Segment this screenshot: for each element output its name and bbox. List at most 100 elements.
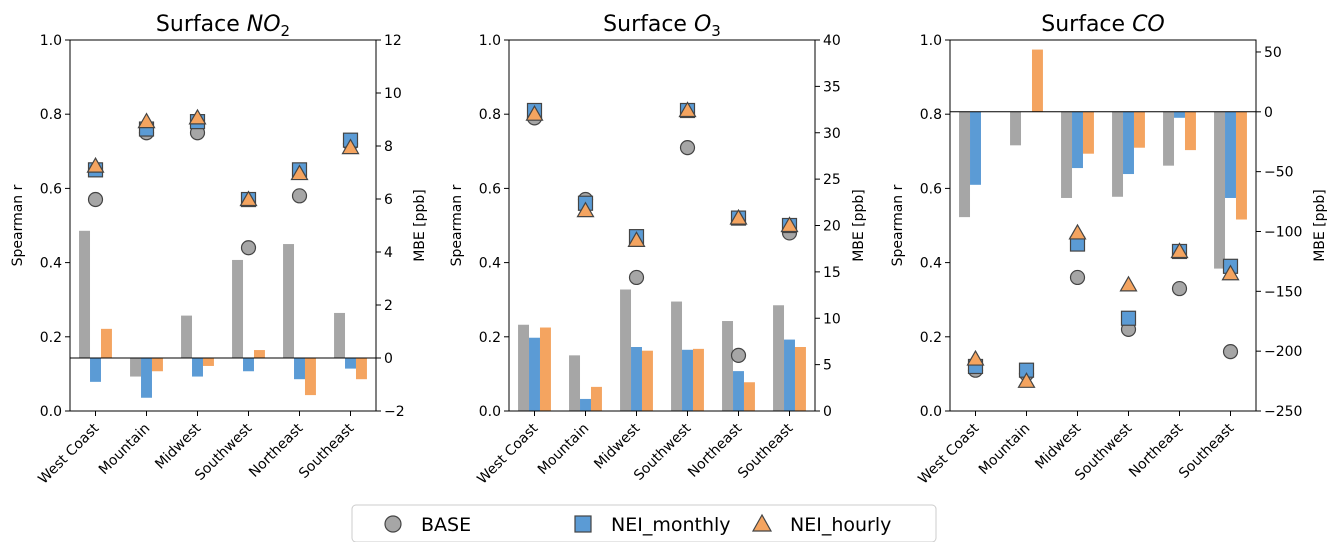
legend: BASE NEI_monthly NEI_hourly [351, 504, 937, 542]
bar-NEI_monthly-0 [529, 337, 540, 411]
bar-NEI_hourly-5 [794, 347, 806, 411]
bar-BASE-2 [620, 289, 632, 411]
axes-frame [69, 39, 377, 412]
marker-BASE-2 [1069, 269, 1086, 286]
bar-NEI_hourly-1 [1031, 49, 1043, 112]
bar-BASE-2 [1061, 111, 1073, 198]
bar-BASE-4 [1163, 111, 1175, 166]
tick-label-right: 5 [823, 358, 832, 374]
marker-BASE-4 [291, 188, 308, 204]
bar-BASE-3 [1112, 111, 1124, 197]
bar-NEI_monthly-0 [970, 111, 981, 185]
marker-NEI_hourly-3 [239, 190, 258, 207]
marker-NEI_hourly-0 [966, 349, 985, 366]
tick-label-right: 10 [384, 86, 402, 102]
ylabel-left: Spearman r [890, 184, 906, 266]
axes-frame [508, 39, 816, 412]
marker-NEI_hourly-0 [525, 104, 544, 121]
bar-NEI_monthly-5 [784, 339, 795, 411]
tick-label-right: 30 [823, 126, 841, 142]
marker-BASE-4 [730, 347, 747, 363]
marker-BASE-4 [1171, 280, 1188, 297]
tick-label-left: 0.2 [920, 330, 942, 346]
bar-NEI_hourly-4 [304, 358, 316, 396]
tick-label-right: −50 [1264, 165, 1294, 181]
category-label: Southeast [296, 420, 358, 482]
bar-NEI_monthly-0 [90, 358, 101, 382]
bar-NEI_hourly-3 [253, 350, 265, 358]
legend-box [351, 504, 937, 542]
tick-label-right: 20 [823, 219, 841, 235]
tick-label-right: 6 [384, 192, 393, 208]
bar-NEI_monthly-2 [631, 347, 642, 411]
tick-label-left: 1.0 [40, 33, 62, 49]
bar-BASE-0 [518, 324, 530, 411]
marker-NEI_hourly-4 [1170, 242, 1189, 259]
tick-label-right: −150 [1264, 284, 1302, 300]
marker-NEI_hourly-3 [1119, 275, 1138, 292]
bar-NEI_monthly-3 [243, 358, 254, 372]
marker-NEI_monthly-3 [1120, 310, 1137, 326]
marker-NEI_hourly-5 [780, 216, 799, 233]
marker-BASE-5 [1222, 344, 1239, 360]
bar-NEI_hourly-3 [1133, 111, 1145, 148]
tick-label-left: 0.0 [920, 404, 942, 420]
bar-NEI_hourly-0 [539, 327, 551, 411]
tick-label-right: 0 [384, 351, 393, 367]
category-label: Southeast [1176, 420, 1238, 482]
bar-NEI_hourly-0 [100, 328, 112, 358]
legend-marker-triangle [751, 513, 773, 532]
bar-NEI_monthly-2 [192, 358, 203, 377]
marker-NEI_hourly-0 [86, 156, 105, 173]
bar-BASE-0 [959, 111, 971, 218]
marker-BASE-2 [628, 269, 645, 286]
bar-NEI_hourly-1 [590, 386, 602, 411]
tick-label-right: 40 [823, 33, 841, 49]
tick-label-right: 12 [384, 33, 402, 49]
tick-label-left: 0.8 [479, 107, 501, 123]
legend-label: BASE [421, 514, 471, 536]
tick-label-left: 0.6 [40, 181, 62, 197]
bar-BASE-5 [1214, 111, 1226, 269]
marker-BASE-3 [679, 139, 696, 156]
tick-label-left: 0.8 [40, 107, 62, 123]
bar-NEI_monthly-4 [294, 358, 305, 380]
category-label: Mountain [535, 421, 592, 478]
bar-BASE-1 [569, 355, 581, 411]
axes-frame [949, 39, 1257, 412]
marker-NEI_hourly-4 [290, 164, 309, 181]
marker-NEI_hourly-1 [1017, 372, 1036, 388]
bar-BASE-1 [1010, 111, 1022, 146]
marker-BASE-0 [87, 191, 104, 208]
marker-NEI_hourly-2 [188, 108, 207, 125]
category-label: Mountain [96, 421, 153, 478]
bar-BASE-2 [181, 315, 193, 358]
tick-label-right: −250 [1264, 404, 1302, 420]
bar-NEI_monthly-5 [345, 358, 356, 369]
panel-title: Surface CO [1041, 12, 1165, 37]
marker-NEI_hourly-5 [1221, 264, 1240, 281]
bar-NEI_monthly-5 [1225, 111, 1236, 198]
marker-NEI_hourly-2 [1068, 223, 1087, 240]
tick-label-left: 0.8 [920, 107, 942, 123]
legend-label: NEI_monthly [611, 514, 731, 536]
category-label: West Coast [474, 420, 541, 487]
tick-label-left: 0.0 [479, 404, 501, 420]
tick-label-right: −2 [384, 404, 405, 420]
marker-NEI_hourly-3 [678, 101, 697, 118]
panel-3: 0.0 0.2 0.4 0.6 0.8 1.0 −250 −200 −150 −100 −50 0 50… [890, 12, 1328, 487]
panel-title: Surface NO2 [156, 12, 290, 40]
legend-marker-circle [384, 515, 402, 533]
bar-NEI_monthly-4 [733, 371, 744, 411]
tick-label-right: −100 [1264, 224, 1302, 240]
bar-BASE-4 [283, 244, 295, 358]
bar-NEI_hourly-1 [151, 358, 163, 372]
tick-label-left: 0.2 [40, 330, 62, 346]
bar-BASE-5 [334, 312, 346, 358]
tick-label-left: 0.0 [40, 404, 62, 420]
tick-label-left: 0.2 [479, 330, 501, 346]
tick-label-right: 0 [1264, 105, 1273, 121]
marker-NEI_hourly-1 [576, 201, 595, 218]
tick-label-right: 10 [823, 311, 841, 327]
